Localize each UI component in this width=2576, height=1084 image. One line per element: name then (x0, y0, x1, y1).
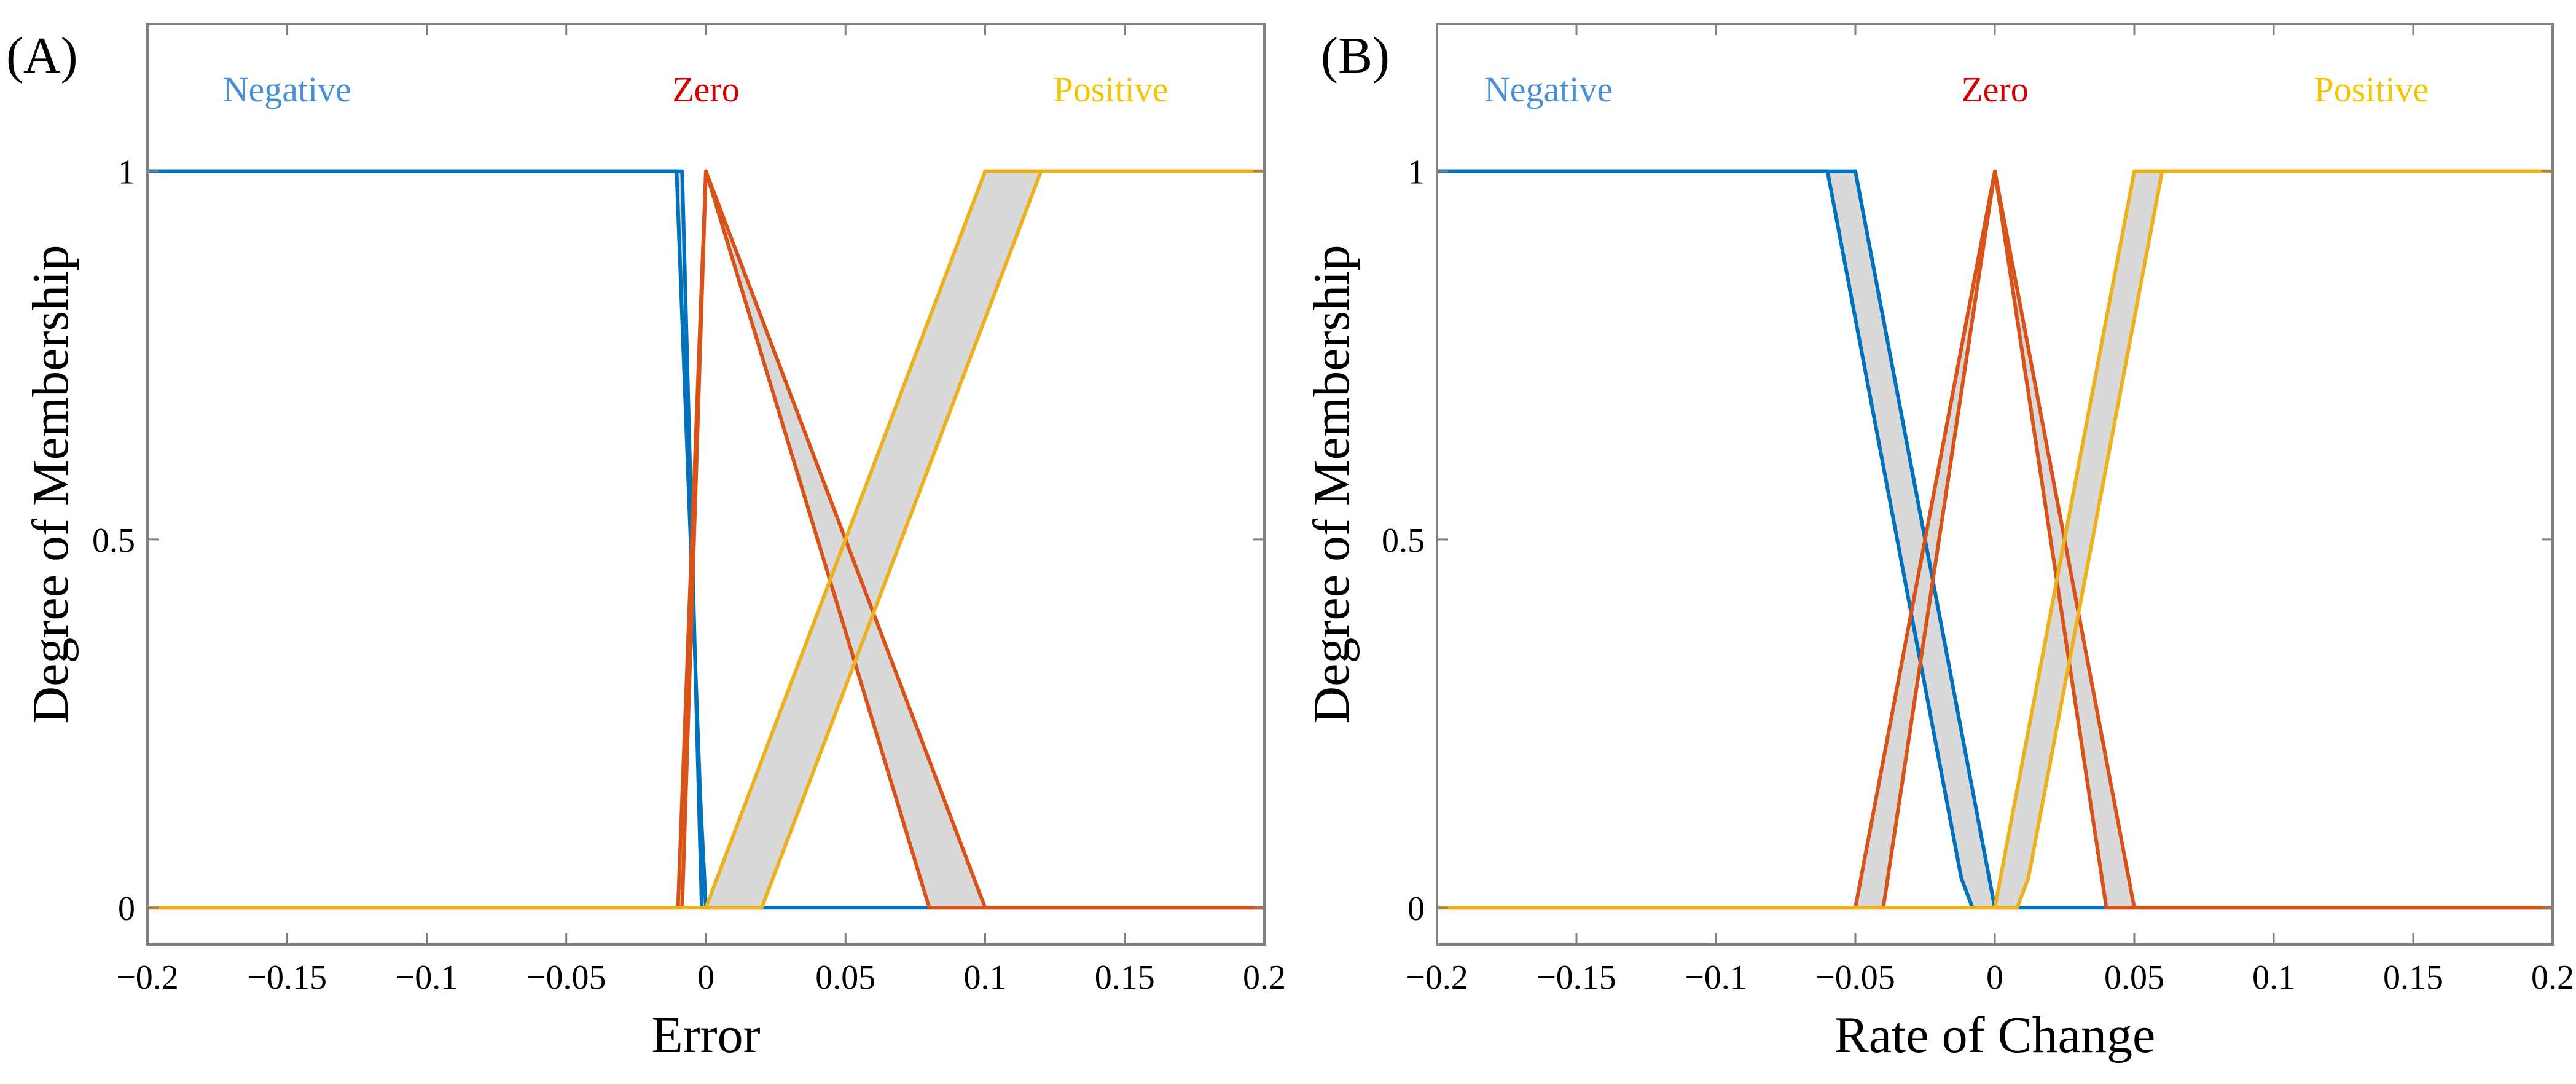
x-tick-label: 0.1 (964, 959, 1007, 997)
panel-b-rate-of-change: −0.2 −0.15 −0.1 −0.05 0 0.05 0.1 0.15 0.2 0 0.5 1 Ra… (1303, 23, 2574, 1064)
x-tick-label: −0.2 (116, 959, 179, 997)
series-line-positive-lower (147, 169, 1264, 910)
x-tick-label: 0.2 (2531, 959, 2574, 997)
series-line-zero-lower (147, 169, 1264, 910)
y-tick-label: 0.5 (1382, 522, 1425, 560)
series-line-zero-upper (147, 169, 1264, 910)
uncertainty-band-negative (147, 171, 1264, 908)
y-tick-label: 1 (118, 154, 135, 192)
series-line-negative-lower (147, 169, 1264, 910)
series-line-negative-lower (1437, 169, 2553, 910)
y-tick-label: 0 (118, 890, 135, 928)
x-tick-label: −0.05 (527, 959, 606, 997)
x-tick-label: 0 (1986, 959, 2003, 997)
series-line-negative-upper (147, 169, 1264, 910)
series-line-zero-upper (1437, 169, 2553, 910)
x-tick-label: −0.1 (1685, 959, 1747, 997)
y-tick-label: 0.5 (92, 522, 135, 560)
uncertainty-band-positive (1437, 171, 2553, 908)
x-tick-label: −0.15 (247, 959, 327, 997)
panel-label: (B) (1321, 27, 1390, 84)
axes-box (146, 23, 1266, 946)
series-label-zero: Zero (672, 69, 740, 109)
x-tick-label: 0.15 (2383, 959, 2443, 997)
x-tick-label: −0.05 (1815, 959, 1895, 997)
uncertainty-band-positive (147, 171, 1264, 908)
series-label-negative: Negative (223, 69, 351, 109)
series-line-zero-lower (1437, 169, 2553, 910)
x-tick-label: 0.2 (1243, 959, 1286, 997)
y-tick-label: 0 (1407, 890, 1425, 928)
x-tick-label: 0.1 (2252, 959, 2295, 997)
series-label-positive: Positive (1054, 69, 1169, 109)
x-tick-label: 0.05 (815, 959, 875, 997)
series-line-positive-upper (147, 169, 1264, 910)
series-label-zero: Zero (1961, 69, 2029, 109)
uncertainty-band-negative (1437, 171, 2553, 908)
series-label-positive: Positive (2314, 69, 2429, 109)
panel-a-error: −0.2 −0.15 −0.1 −0.05 0 0.05 0.1 0.15 0.2 0 0.5 1 Er… (6, 23, 1286, 1064)
x-axis-label: Rate of Change (1834, 1007, 2156, 1064)
series-label-negative: Negative (1484, 69, 1613, 109)
x-tick-label: 0.05 (2104, 959, 2164, 997)
panel-label: (A) (6, 27, 78, 84)
x-tick-label: −0.2 (1406, 959, 1468, 997)
y-axis-label: Degree of Membership (1303, 245, 1360, 723)
y-axis-label: Degree of Membership (22, 245, 79, 723)
series-line-negative-upper (1437, 169, 2553, 910)
series-line-positive-lower (1437, 169, 2553, 910)
series-line-positive-upper (1437, 169, 2553, 910)
x-tick-label: 0.15 (1095, 959, 1155, 997)
x-tick-label: 0 (697, 959, 714, 997)
uncertainty-band-zero (1437, 171, 2553, 908)
x-tick-label: −0.1 (396, 959, 458, 997)
x-tick-label: −0.15 (1537, 959, 1616, 997)
x-axis-label: Error (651, 1007, 760, 1064)
y-tick-label: 1 (1407, 154, 1425, 192)
axes-box (1436, 23, 2554, 946)
uncertainty-band-zero (147, 171, 1264, 908)
